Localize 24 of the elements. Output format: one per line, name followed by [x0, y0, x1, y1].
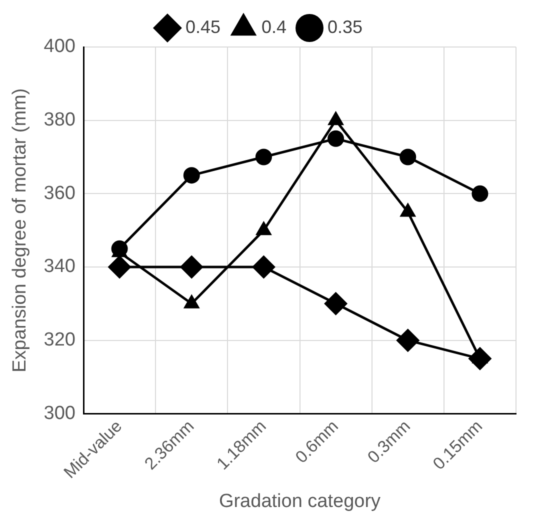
point	[255, 148, 272, 166]
point	[324, 292, 348, 315]
point	[108, 256, 131, 278]
y-tick-label: 340	[44, 256, 76, 278]
y-tick-label: 360	[44, 182, 76, 204]
point	[400, 148, 416, 166]
point	[180, 256, 203, 278]
point	[396, 329, 420, 352]
legend-label: 0.35	[328, 16, 363, 37]
point	[328, 130, 344, 147]
point	[256, 222, 272, 236]
point	[328, 112, 344, 126]
x-axis-title: Gradation category	[218, 490, 382, 512]
y-tick-label: 300	[44, 402, 76, 424]
point	[400, 204, 416, 217]
point	[472, 185, 488, 202]
point	[183, 167, 200, 184]
y-tick-label: 400	[44, 36, 76, 58]
y-tick-label: 320	[44, 330, 76, 351]
legend-label: 0.45	[185, 16, 220, 37]
y-tick-label: 380	[44, 110, 76, 131]
point	[252, 256, 275, 278]
y-axis-title: Expansion degree of mortar (mm)	[10, 88, 31, 372]
legend-label: 0.4	[261, 16, 287, 37]
